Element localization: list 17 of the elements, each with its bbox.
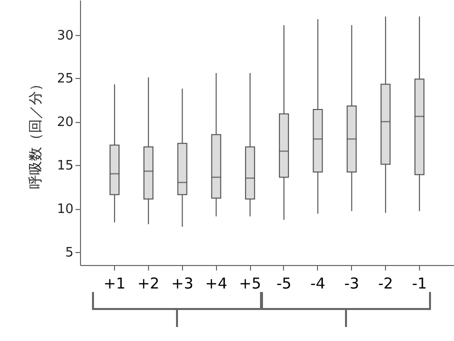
y-tick-label: 20 [56, 115, 74, 130]
x-tick-label: -2 [378, 274, 394, 292]
x-tick-label: +2 [137, 274, 160, 292]
x-tick-label: -3 [344, 274, 360, 292]
y-tick-label: 15 [56, 158, 74, 174]
x-tick-label: +4 [205, 274, 228, 292]
y-tick-label: 25 [56, 72, 74, 87]
x-tick-label: +1 [103, 274, 126, 292]
x-tick-label: +5 [239, 274, 262, 292]
x-tick-label: -1 [412, 274, 427, 292]
x-tick-label: +3 [171, 274, 194, 292]
y-tick-label: 10 [56, 202, 74, 218]
y-axis-title: 呼吸数（回／分） [28, 77, 44, 189]
y-tick-label: 5 [65, 245, 74, 260]
y-tick-label: 30 [56, 28, 74, 44]
x-tick-label: -5 [276, 274, 292, 292]
x-tick-label: -4 [310, 274, 326, 292]
